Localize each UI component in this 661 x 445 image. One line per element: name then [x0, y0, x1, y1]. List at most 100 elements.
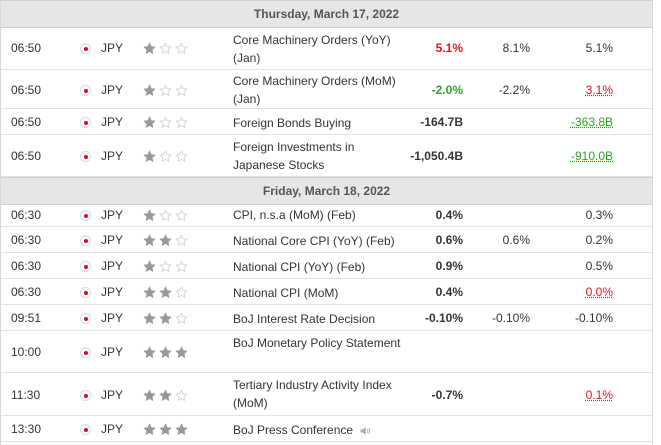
event-row[interactable]: 06:50 JPY Foreign Investments in Japanese S… [1, 135, 652, 177]
star-empty-icon [159, 260, 172, 272]
event-time: 06:30 [11, 285, 42, 299]
japan-flag-icon [80, 117, 91, 128]
star-empty-icon [175, 84, 188, 96]
star-filled-icon [143, 150, 156, 162]
actual-value: -1,050.4B [410, 149, 463, 163]
importance-stars [143, 286, 188, 299]
previous-value: -363.8B [570, 115, 613, 129]
previous-value: 0.0% [585, 285, 613, 299]
star-filled-icon [159, 346, 172, 358]
actual-value: 5.1% [435, 41, 463, 55]
event-name[interactable]: Core Machinery Orders (YoY) (Jan) [233, 31, 403, 67]
event-row[interactable]: 06:50 JPY Core Machinery Orders (MoM) (Jan)… [1, 70, 652, 109]
star-empty-icon [175, 234, 188, 246]
actual-value: 0.4% [435, 285, 463, 299]
event-row[interactable]: 10:00 JPY BoJ Monetary Policy Statement [1, 331, 652, 373]
previous-value: 5.1% [585, 41, 613, 55]
star-filled-icon [143, 286, 156, 298]
importance-stars [143, 260, 188, 273]
event-name-line1: National CPI (MoM) [233, 286, 339, 300]
event-name[interactable]: Core Machinery Orders (MoM) (Jan) [233, 72, 403, 108]
previous-value: -910.0B [570, 149, 613, 163]
star-filled-icon [159, 234, 172, 246]
event-name-line1: Tertiary Industry Activity Index [233, 378, 392, 392]
star-empty-icon [159, 84, 172, 96]
star-empty-icon [175, 116, 188, 128]
importance-stars [143, 346, 188, 359]
actual-value: -0.10% [424, 311, 463, 325]
previous-value: -0.10% [574, 311, 613, 325]
event-row[interactable]: 06:30 JPY National Core CPI (YoY) (Feb) 0.6… [1, 227, 652, 253]
event-name-line1: National Core CPI (YoY) (Feb) [233, 234, 395, 248]
event-name-line1: Foreign Investments in [233, 140, 355, 154]
event-name[interactable]: National CPI (MoM) [233, 284, 403, 302]
japan-flag-icon [80, 235, 91, 246]
star-empty-icon [175, 286, 188, 298]
japan-flag-icon [80, 390, 91, 401]
event-name-line1: BoJ Press Conference [233, 423, 354, 437]
event-row[interactable]: 11:30 JPY Tertiary Industry Activity Index… [1, 373, 652, 416]
event-time: 06:50 [11, 41, 42, 55]
event-name-row: BoJ Press Conference [233, 421, 403, 439]
event-row[interactable]: 06:50 JPY Foreign Bonds Buying -164.7B -363.… [1, 109, 652, 135]
event-name[interactable]: CPI, n.s.a (MoM) (Feb) [233, 206, 403, 224]
currency-code: JPY [101, 388, 124, 402]
star-filled-icon [143, 260, 156, 272]
forecast-value: 8.1% [502, 41, 530, 55]
star-filled-icon [143, 84, 156, 96]
event-name[interactable]: BoJ Press Conference [233, 421, 403, 439]
star-filled-icon [143, 209, 156, 221]
event-name[interactable]: BoJ Monetary Policy Statement [233, 334, 403, 352]
star-empty-icon [175, 42, 188, 54]
event-name[interactable]: Tertiary Industry Activity Index (MoM) [233, 376, 403, 412]
star-filled-icon [143, 423, 156, 435]
star-empty-icon [159, 42, 172, 54]
actual-value: -164.7B [420, 115, 463, 129]
importance-stars [143, 389, 188, 402]
event-time: 11:30 [11, 388, 41, 402]
event-name-line2: (Jan) [233, 92, 261, 106]
previous-value: 0.2% [585, 233, 613, 247]
event-row[interactable]: 09:51 JPY BoJ Interest Rate Decision -0.10%… [1, 305, 652, 331]
currency-code: JPY [101, 259, 124, 273]
importance-stars [143, 423, 188, 436]
importance-stars [143, 116, 188, 129]
star-filled-icon [159, 389, 172, 401]
event-name-line1: Core Machinery Orders (MoM) [233, 74, 396, 88]
event-row[interactable]: 06:50 JPY Core Machinery Orders (YoY) (Jan)… [1, 26, 652, 70]
day-header: Friday, March 18, 2022 [1, 177, 652, 205]
event-name[interactable]: Foreign Bonds Buying [233, 114, 403, 132]
japan-flag-icon [80, 287, 91, 298]
star-filled-icon [159, 423, 172, 435]
currency-code: JPY [101, 311, 124, 325]
star-filled-icon [143, 116, 156, 128]
event-name[interactable]: National CPI (YoY) (Feb) [233, 258, 403, 276]
importance-stars [143, 209, 188, 222]
star-filled-icon [175, 346, 188, 358]
previous-value: 0.3% [585, 208, 613, 222]
event-row[interactable]: 06:30 JPY National CPI (MoM) 0.4% 0.0% [1, 279, 652, 305]
forecast-value: -2.2% [498, 83, 530, 97]
event-name-line2: (Jan) [233, 51, 261, 65]
event-time: 06:30 [11, 259, 42, 273]
event-name-line1: Foreign Bonds Buying [233, 116, 352, 130]
event-name[interactable]: Foreign Investments in Japanese Stocks [233, 138, 403, 174]
event-name-line1: Core Machinery Orders (YoY) [233, 33, 391, 47]
event-name[interactable]: National Core CPI (YoY) (Feb) [233, 232, 403, 250]
currency-code: JPY [101, 345, 124, 359]
event-name[interactable]: BoJ Interest Rate Decision [233, 310, 403, 328]
currency-code: JPY [101, 233, 124, 247]
event-row[interactable]: 06:30 JPY National CPI (YoY) (Feb) 0.9% 0.5% [1, 253, 652, 279]
currency-code: JPY [101, 115, 124, 129]
star-empty-icon [175, 150, 188, 162]
star-filled-icon [143, 312, 156, 324]
importance-stars [143, 42, 188, 55]
event-row[interactable]: 06:30 JPY CPI, n.s.a (MoM) (Feb) 0.4% 0.3% [1, 203, 652, 227]
japan-flag-icon [80, 43, 91, 54]
actual-value: 0.6% [435, 233, 463, 247]
event-row[interactable]: 13:30 JPY BoJ Press Conference [1, 416, 652, 442]
japan-flag-icon [80, 85, 91, 96]
importance-stars [143, 312, 188, 325]
forecast-value: -0.10% [491, 311, 530, 325]
japan-flag-icon [80, 313, 91, 324]
